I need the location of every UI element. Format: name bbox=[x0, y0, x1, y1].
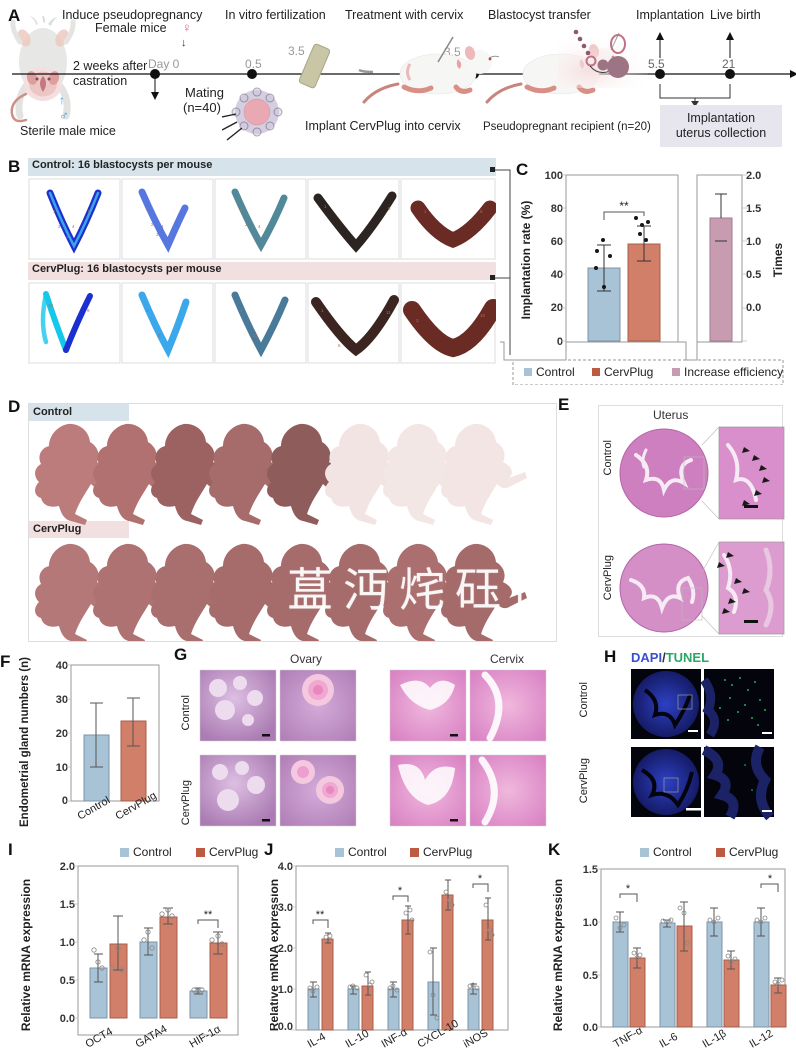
svg-text:20: 20 bbox=[56, 728, 68, 740]
svg-text:*: * bbox=[478, 873, 483, 885]
svg-text:40: 40 bbox=[56, 660, 68, 672]
svg-text:Relative mRNA expression: Relative mRNA expression bbox=[551, 879, 565, 1031]
svg-text:OCT4: OCT4 bbox=[84, 1026, 115, 1051]
svg-text:TNF-α: TNF-α bbox=[612, 1024, 646, 1050]
svg-text:10: 10 bbox=[56, 762, 68, 774]
svg-text:iNOS: iNOS bbox=[462, 1027, 491, 1051]
svg-text:CervPlug: CervPlug bbox=[423, 845, 472, 859]
svg-text:4.0: 4.0 bbox=[278, 861, 293, 873]
svg-text:10: 10 bbox=[252, 333, 258, 338]
svg-text:1.0: 1.0 bbox=[60, 937, 75, 949]
svg-text:Times: Times bbox=[771, 242, 785, 277]
svg-text:1.0: 1.0 bbox=[746, 236, 761, 248]
svg-text:1.5: 1.5 bbox=[583, 864, 598, 876]
svg-text:CervPlug: CervPlug bbox=[209, 845, 258, 859]
svg-text:0.5: 0.5 bbox=[583, 970, 598, 982]
svg-text:Control: Control bbox=[653, 845, 692, 859]
svg-text:0.5: 0.5 bbox=[746, 269, 761, 281]
svg-text:Mating: Mating bbox=[185, 85, 224, 100]
svg-text:10: 10 bbox=[480, 313, 486, 318]
svg-text:IL-6: IL-6 bbox=[658, 1031, 680, 1051]
svg-text:CervPlug: CervPlug bbox=[604, 365, 653, 379]
svg-text:30: 30 bbox=[56, 694, 68, 706]
svg-text:*: * bbox=[768, 873, 773, 885]
svg-text:1.0: 1.0 bbox=[583, 917, 598, 929]
svg-text:Implant CervPlug into cervix: Implant CervPlug into cervix bbox=[305, 119, 461, 133]
svg-text:5.5: 5.5 bbox=[648, 57, 665, 71]
svg-text:*: * bbox=[398, 885, 403, 897]
svg-text:CervPlug: CervPlug bbox=[729, 845, 778, 859]
svg-text:IL-1β: IL-1β bbox=[701, 1028, 729, 1051]
svg-text:*: * bbox=[626, 883, 631, 895]
svg-text:Control: Control bbox=[133, 845, 172, 859]
svg-text:0.0: 0.0 bbox=[60, 1013, 75, 1025]
svg-text:Day 0: Day 0 bbox=[148, 57, 180, 71]
svg-text:Relative mRNA expression: Relative mRNA expression bbox=[19, 879, 33, 1031]
svg-text:Control: Control bbox=[536, 365, 575, 379]
svg-text:Implantation rate (%): Implantation rate (%) bbox=[519, 201, 533, 320]
svg-text:Relative mRNA expression: Relative mRNA expression bbox=[270, 879, 281, 1031]
svg-text:11: 11 bbox=[386, 310, 391, 315]
svg-text:0.5: 0.5 bbox=[60, 975, 75, 987]
svg-text:Control: Control bbox=[348, 845, 387, 859]
svg-text:100: 100 bbox=[545, 170, 563, 182]
svg-text:80: 80 bbox=[551, 203, 563, 215]
svg-text:0.0: 0.0 bbox=[746, 302, 761, 314]
svg-text:Endometrial gland numbers (n): Endometrial gland numbers (n) bbox=[19, 657, 31, 827]
svg-text:0: 0 bbox=[557, 336, 563, 348]
svg-text:40: 40 bbox=[551, 269, 563, 281]
svg-text:**: ** bbox=[316, 909, 325, 921]
svg-text:21: 21 bbox=[722, 57, 736, 71]
svg-text:0.0: 0.0 bbox=[583, 1022, 598, 1034]
svg-text:(n=40): (n=40) bbox=[183, 100, 221, 115]
svg-text:**: ** bbox=[204, 909, 213, 921]
svg-text:0.5: 0.5 bbox=[245, 57, 262, 71]
svg-text:GATA4: GATA4 bbox=[134, 1023, 170, 1051]
svg-text:IL-12: IL-12 bbox=[748, 1028, 776, 1051]
svg-text:60: 60 bbox=[551, 236, 563, 248]
svg-text:Pseudopregnant recipient (n=20: Pseudopregnant recipient (n=20) bbox=[483, 121, 651, 133]
svg-text:2.0: 2.0 bbox=[60, 861, 75, 873]
svg-text:1.5: 1.5 bbox=[746, 203, 761, 215]
svg-text:IL-10: IL-10 bbox=[344, 1028, 372, 1051]
svg-text:IL-4: IL-4 bbox=[306, 1031, 328, 1051]
svg-text:1.5: 1.5 bbox=[60, 899, 75, 911]
svg-text:Increase efficiency: Increase efficiency bbox=[684, 365, 783, 379]
svg-text:2.0: 2.0 bbox=[746, 170, 761, 182]
svg-text:**: ** bbox=[619, 199, 629, 213]
svg-text:HIF-1α: HIF-1α bbox=[188, 1023, 224, 1051]
svg-text:10: 10 bbox=[48, 303, 54, 308]
